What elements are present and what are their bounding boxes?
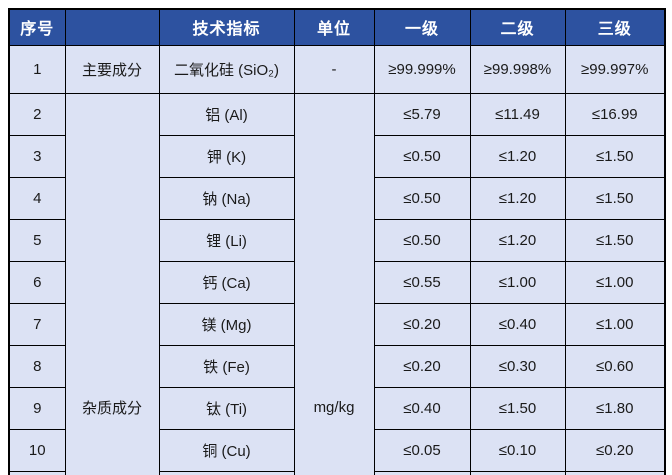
cell-no: 2 [8, 92, 66, 136]
cell-grade2: ≤1.20 [469, 134, 566, 178]
cell-indicator: 钛 (Ti) [158, 386, 295, 430]
cell-grade1: ≤5.79 [373, 92, 471, 136]
cell-grade1: ≤0.50 [373, 176, 471, 220]
cell-indicator: 二氧化硅 (SiO₂) [158, 44, 295, 94]
cell-no: 4 [8, 176, 66, 220]
cell-no: 5 [8, 218, 66, 262]
header-row: 序号 技术指标 单位 一级 二级 三级 [8, 8, 666, 46]
purity-spec-table: 序号 技术指标 单位 一级 二级 三级 1 主要成分 二氧化硅 (SiO₂) -… [8, 8, 666, 475]
cell-grade3: ≤1.00 [564, 302, 666, 346]
cell-no: 3 [8, 134, 66, 178]
cell-unit-main: - [293, 44, 375, 94]
clipped-cell [469, 470, 566, 475]
table-row: 2 杂质成分 铝 (Al) mg/kg ≤5.79 ≤11.49 ≤16.99 [8, 92, 666, 475]
cell-indicator: 钾 (K) [158, 134, 295, 178]
cell-grade3: ≤0.20 [564, 428, 666, 472]
cell-grade3: ≥99.997% [564, 44, 666, 94]
cell-grade2: ≤0.40 [469, 302, 566, 346]
cell-grade3: ≤1.00 [564, 260, 666, 304]
cell-grade1: ≤0.05 [373, 428, 471, 472]
cell-grade1: ≤0.50 [373, 218, 471, 262]
cell-no: 10 [8, 428, 66, 472]
table-row: 5 锂 (Li) ≤0.50 ≤1.20 ≤1.50 [8, 218, 666, 262]
header-cell-grade2: 二级 [469, 8, 566, 46]
header-cell-grade3: 三级 [564, 8, 666, 46]
clipped-cell [373, 470, 471, 475]
table-row-main-component: 1 主要成分 二氧化硅 (SiO₂) - ≥99.999% ≥99.998% ≥… [8, 44, 666, 94]
cell-grade3: ≤16.99 [564, 92, 666, 136]
cell-unit-impurity: mg/kg [293, 92, 375, 475]
cell-grade2: ≤0.10 [469, 428, 566, 472]
cell-grade2: ≤1.50 [469, 386, 566, 430]
header-cell-unit: 单位 [293, 8, 375, 46]
cell-grade3: ≤1.80 [564, 386, 666, 430]
cell-grade3: ≤1.50 [564, 218, 666, 262]
table-row: 6 钙 (Ca) ≤0.55 ≤1.00 ≤1.00 [8, 260, 666, 304]
table-row: 3 钾 (K) ≤0.50 ≤1.20 ≤1.50 [8, 134, 666, 178]
clipped-cell [158, 470, 295, 475]
table-row: 7 镁 (Mg) ≤0.20 ≤0.40 ≤1.00 [8, 302, 666, 346]
cell-indicator: 铁 (Fe) [158, 344, 295, 388]
cell-indicator: 钠 (Na) [158, 176, 295, 220]
table-row: 10 铜 (Cu) ≤0.05 ≤0.10 ≤0.20 [8, 428, 666, 472]
cell-grade3: ≤1.50 [564, 134, 666, 178]
cell-grade2: ≤1.20 [469, 176, 566, 220]
header-cell-grade1: 一级 [373, 8, 471, 46]
clipped-row [8, 470, 666, 475]
cell-grade2: ≥99.998% [469, 44, 566, 94]
cell-no: 1 [8, 44, 66, 94]
header-cell-indicator: 技术指标 [158, 8, 295, 46]
clipped-cell [8, 470, 66, 475]
cell-grade1: ≤0.20 [373, 344, 471, 388]
cell-grade1: ≤0.50 [373, 134, 471, 178]
cell-indicator: 铜 (Cu) [158, 428, 295, 472]
cell-component-main: 主要成分 [64, 44, 160, 94]
cell-no: 7 [8, 302, 66, 346]
cell-grade2: ≤1.00 [469, 260, 566, 304]
cell-grade3: ≤0.60 [564, 344, 666, 388]
table-row: 4 钠 (Na) ≤0.50 ≤1.20 ≤1.50 [8, 176, 666, 220]
cell-component-impurity: 杂质成分 [64, 92, 160, 475]
clipped-cell [564, 470, 666, 475]
cell-grade1: ≤0.55 [373, 260, 471, 304]
cell-indicator: 镁 (Mg) [158, 302, 295, 346]
cell-indicator: 钙 (Ca) [158, 260, 295, 304]
cell-no: 9 [8, 386, 66, 430]
cell-grade1: ≤0.40 [373, 386, 471, 430]
cell-no: 6 [8, 260, 66, 304]
cell-no: 8 [8, 344, 66, 388]
cell-grade2: ≤0.30 [469, 344, 566, 388]
header-cell-no: 序号 [8, 8, 66, 46]
header-cell-component [64, 8, 160, 46]
cell-grade3: ≤1.50 [564, 176, 666, 220]
cell-grade2: ≤11.49 [469, 92, 566, 136]
cell-grade1: ≥99.999% [373, 44, 471, 94]
cell-indicator: 锂 (Li) [158, 218, 295, 262]
cell-grade1: ≤0.20 [373, 302, 471, 346]
table-row: 9 钛 (Ti) ≤0.40 ≤1.50 ≤1.80 [8, 386, 666, 430]
cell-grade2: ≤1.20 [469, 218, 566, 262]
cell-indicator: 铝 (Al) [158, 92, 295, 136]
